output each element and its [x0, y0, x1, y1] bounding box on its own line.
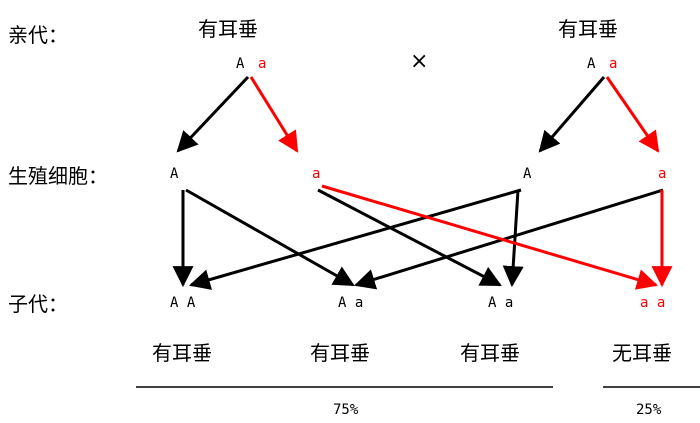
offspring-genotype-aa-text: a a: [640, 295, 665, 311]
gamete-left-A: A: [170, 166, 179, 182]
right-parent-dominant-allele: A: [587, 56, 596, 72]
dominant-ratio-label: 75%: [333, 402, 359, 418]
gamete-right-a: a: [658, 166, 666, 182]
offspring-phenotype-1: 有耳垂: [152, 341, 212, 365]
arrow-a-to-aa: [321, 184, 659, 290]
offspring-genotype-aa: a a: [640, 295, 665, 311]
arrow-right-parent-to-gamete-A: [538, 76, 606, 153]
parents-row-label: 亲代：: [8, 23, 68, 47]
offspring-genotype-Aa-second-text: A a: [488, 295, 513, 311]
cross-symbol: ×: [410, 49, 428, 74]
offspring-phenotype-3: 有耳垂: [460, 341, 520, 365]
offspring-row-label: 子代：: [8, 292, 68, 316]
offspring-genotype-AA-text: A A: [170, 295, 196, 311]
right-parent-recessive-allele: a: [609, 56, 617, 72]
arrow-left-parent-to-gamete-A: [176, 75, 250, 153]
offspring-genotype-AA: A A: [170, 295, 196, 311]
left-parent-recessive-allele: a: [258, 56, 266, 72]
gamete-left-a: a: [312, 166, 320, 182]
arrow-a-to-Aa-second: [317, 188, 502, 287]
right-parent-phenotype: 有耳垂: [558, 17, 618, 41]
gamete-right-A: A: [523, 166, 532, 182]
offspring-genotype-Aa-first-text: A a: [338, 295, 363, 311]
offspring-phenotype-2: 有耳垂: [310, 341, 370, 365]
arrow-rightA-to-AA: [188, 188, 522, 290]
offspring-genotype-Aa-first: A a: [338, 295, 363, 311]
arrow-right-a-to-Aa-first: [353, 188, 664, 290]
recessive-ratio-label: 25%: [636, 402, 662, 418]
arrow-left-parent-to-gamete-a: [249, 76, 299, 153]
left-parent-dominant-allele: A: [236, 56, 245, 72]
gametes-row-label: 生殖细胞：: [8, 164, 108, 188]
arrow-rightA-to-Aa-second: [502, 189, 524, 288]
arrow-right-parent-to-gamete-a: [605, 76, 660, 153]
left-parent-phenotype: 有耳垂: [198, 17, 258, 41]
offspring-phenotype-4: 无耳垂: [612, 341, 672, 365]
offspring-genotype-Aa-second: A a: [488, 295, 513, 311]
arrow-A-to-Aa-first: [185, 188, 355, 287]
